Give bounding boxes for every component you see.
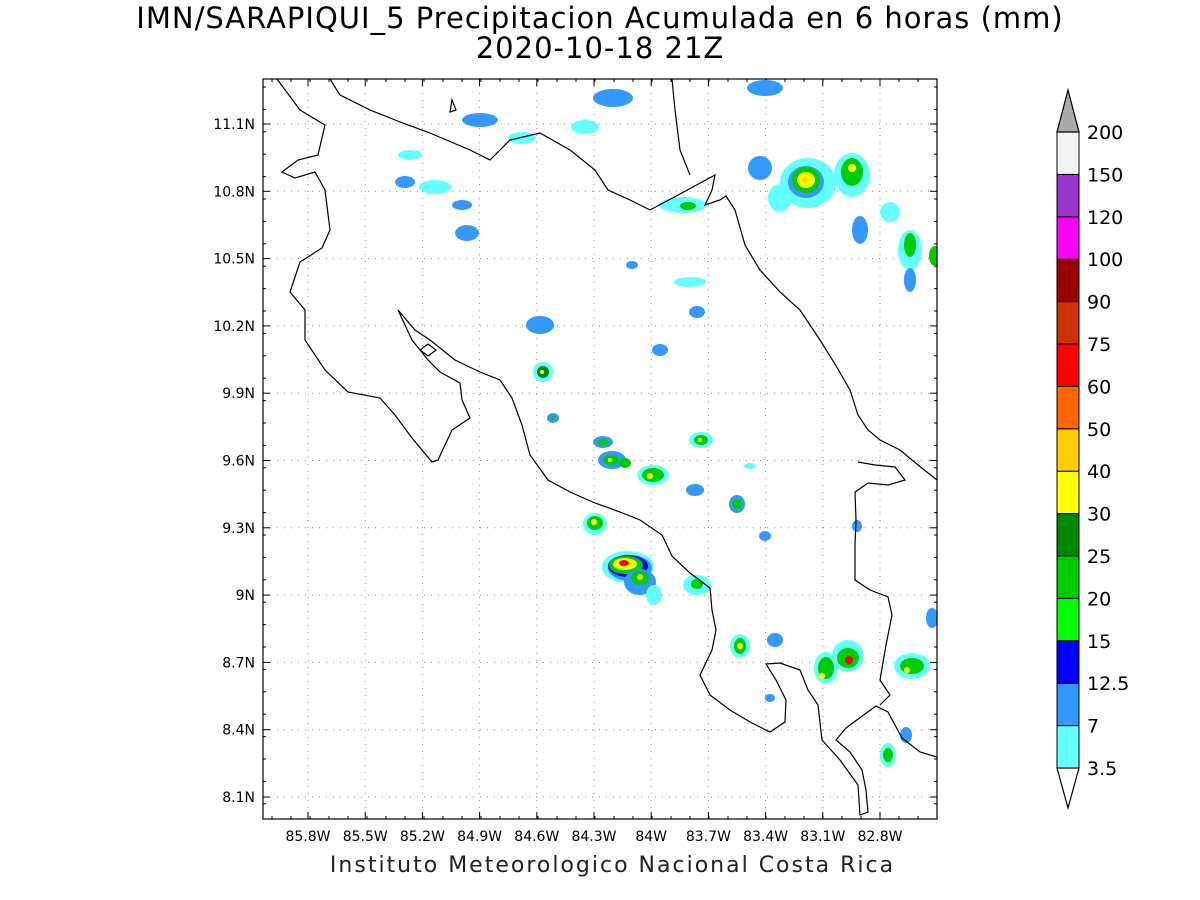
colorbar-label: 7 xyxy=(1087,716,1099,738)
colorbar-segment xyxy=(1056,555,1080,599)
colorbar-segment xyxy=(1056,343,1080,387)
colorbar-segment xyxy=(1056,513,1080,557)
colorbar-label: 200 xyxy=(1087,122,1123,144)
map-gridlines: 85.8W 85.5W 85.2W 84.9W 84.6W 84.3W 84W 83.7W 83… xyxy=(213,79,937,845)
colorbar-segment xyxy=(1056,173,1080,218)
y-tick-label: 9.3N xyxy=(222,521,255,537)
colorbar-segment xyxy=(1056,385,1080,430)
colorbar-label: 60 xyxy=(1087,376,1111,398)
x-tick-label: 84W xyxy=(635,829,667,845)
x-tick-label: 84.6W xyxy=(514,829,559,845)
colorbar-label: 75 xyxy=(1087,334,1111,356)
colorbar-label: 50 xyxy=(1087,419,1111,441)
y-tick-label: 8.1N xyxy=(222,790,255,806)
y-tick-label: 9.6N xyxy=(222,454,255,470)
x-tick-label: 83.7W xyxy=(686,829,731,845)
colorbar-segment xyxy=(1056,640,1080,684)
credit-text: Instituto Meteorologico Nacional Costa R… xyxy=(329,853,896,878)
colorbar-label: 40 xyxy=(1087,461,1111,483)
colorbar-label: 30 xyxy=(1087,504,1111,526)
plot-frame xyxy=(262,78,938,820)
map-datetime: 2020-10-18 21Z xyxy=(475,31,725,65)
colorbar-label: 120 xyxy=(1087,207,1123,229)
colorbar-segment xyxy=(1056,258,1080,303)
x-tick-label: 85.8W xyxy=(285,829,330,845)
colorbar-segment xyxy=(1056,470,1080,515)
colorbar-label: 20 xyxy=(1087,588,1111,610)
precipitation-cells xyxy=(395,80,937,767)
colorbar-label: 100 xyxy=(1087,249,1123,271)
y-tick-label: 10.8N xyxy=(213,184,255,200)
x-tick-label: 82.8W xyxy=(857,829,902,845)
colorbar-segment xyxy=(1056,725,1080,769)
y-tick-label: 8.4N xyxy=(222,723,255,739)
colorbar-label: 150 xyxy=(1087,164,1123,186)
colorbar-label: 25 xyxy=(1087,546,1111,568)
colorbar-segment xyxy=(1056,301,1080,345)
colorbar-label: 90 xyxy=(1087,292,1111,314)
y-tick-label: 10.5N xyxy=(213,252,255,268)
y-tick-label: 11.1N xyxy=(213,117,255,133)
colorbar-label: 12.5 xyxy=(1087,673,1129,695)
map-title: IMN/SARAPIQUI_5 Precipitacion Acumulada … xyxy=(136,1,1064,35)
colorbar-segment xyxy=(1056,682,1080,727)
x-tick-label: 84.9W xyxy=(457,829,502,845)
colorbar-label: 15 xyxy=(1087,631,1111,653)
colorbar-legend: 3.5 7 12.5 15 20 25 30 40 50 60 75 90 100 120 150 200 xyxy=(1056,87,1129,811)
y-tick-label: 9.9N xyxy=(222,386,255,402)
x-tick-label: 84.3W xyxy=(571,829,616,845)
x-tick-label: 85.2W xyxy=(400,829,445,845)
colorbar-segment xyxy=(1056,216,1080,260)
y-tick-label: 9N xyxy=(236,588,255,604)
colorbar-segment xyxy=(1056,597,1080,642)
x-tick-label: 83.4W xyxy=(743,829,788,845)
y-tick-label: 8.7N xyxy=(222,655,255,671)
colorbar-low-arrow xyxy=(1056,767,1080,811)
coastline xyxy=(276,79,937,816)
colorbar-segment xyxy=(1056,428,1080,472)
x-tick-label: 85.5W xyxy=(343,829,388,845)
colorbar-high-arrow xyxy=(1056,87,1080,133)
x-tick-label: 83.1W xyxy=(800,829,845,845)
y-tick-label: 10.2N xyxy=(213,319,255,335)
colorbar-segment xyxy=(1056,131,1080,175)
colorbar-label: 3.5 xyxy=(1087,758,1117,780)
